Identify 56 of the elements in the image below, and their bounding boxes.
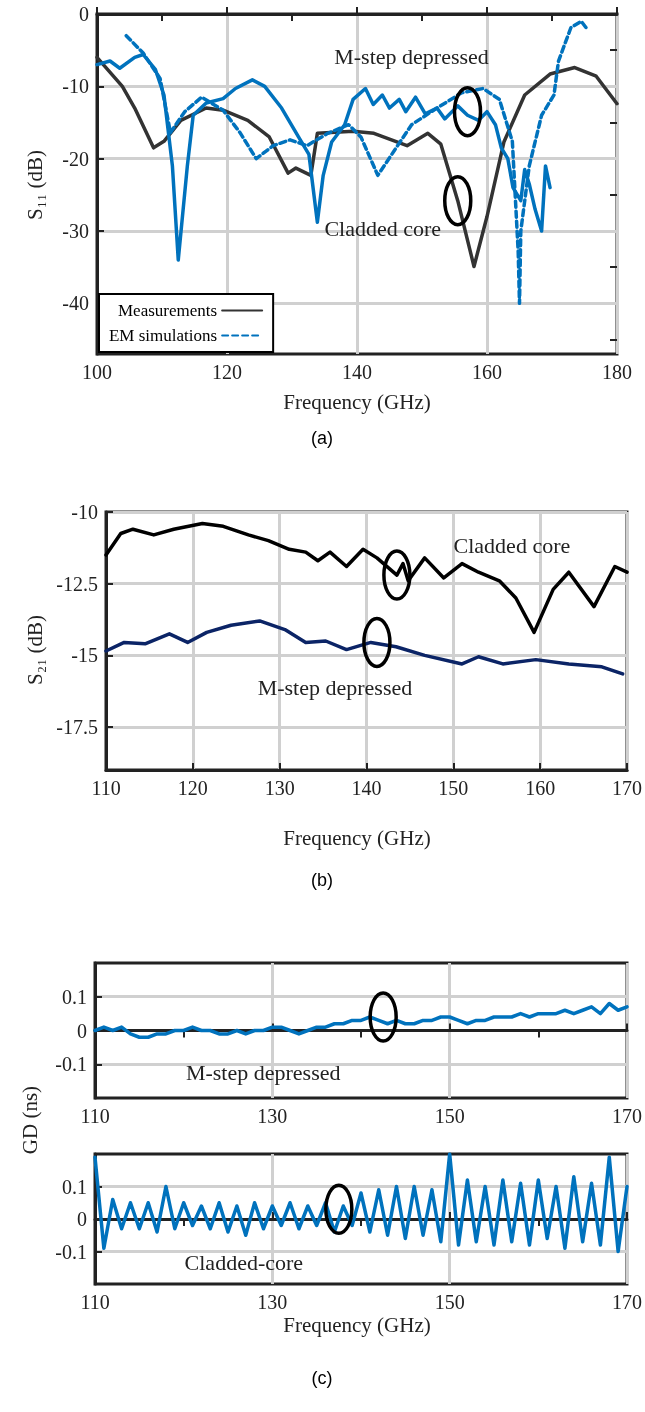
y-tick-label: -40 — [62, 292, 89, 315]
y-tick-label: 0.1 — [62, 1175, 87, 1198]
y-tick-label: -0.1 — [55, 1240, 87, 1263]
line-series — [93, 1152, 629, 1254]
y-tick-label: -10 — [62, 75, 89, 98]
y-tick-label: -15 — [71, 644, 98, 667]
x-tick-label: 160 — [525, 777, 556, 799]
legend-label: EM simulations — [108, 326, 218, 345]
y-tick-label: 0 — [77, 1019, 87, 1042]
x-tick-label: 150 — [438, 777, 469, 799]
x-tick-label: 110 — [80, 1291, 110, 1313]
x-tick-label: 140 — [342, 361, 372, 383]
x-tick-label: 110 — [80, 1105, 110, 1127]
line-series — [104, 619, 625, 676]
annotation: M-step depressed — [334, 44, 489, 70]
x-tick-label: 170 — [612, 1105, 642, 1127]
x-axis-title: Frequency (GHz) — [283, 390, 431, 414]
annotation: Cladded-core — [184, 1249, 304, 1275]
line-series — [93, 1001, 629, 1039]
y-tick-label: 0 — [77, 1208, 87, 1230]
y-tick-label: -10 — [71, 501, 98, 523]
x-tick-label: 130 — [257, 1105, 288, 1127]
y-axis-title: S₂₁ (dB) — [23, 614, 47, 686]
x-tick-label: 100 — [82, 361, 112, 383]
y-axis-title: S₁₁ (dB) — [23, 149, 47, 221]
x-tick-label: 160 — [472, 361, 502, 383]
text: (b) — [311, 870, 333, 890]
y-tick-label: -20 — [62, 147, 89, 170]
annotation: M-step depressed — [257, 674, 413, 700]
x-tick-label: 150 — [434, 1105, 465, 1127]
x-tick-label: 180 — [602, 361, 632, 383]
y-axis-title: GD (ns) — [18, 1085, 42, 1155]
line-series — [104, 521, 629, 635]
y-tick-label: -17.5 — [56, 716, 98, 738]
text: (c) — [311, 1368, 333, 1388]
y-tick-label: -12.5 — [56, 572, 98, 595]
y-tick-label: 0.1 — [62, 985, 87, 1008]
text: (a) — [311, 428, 333, 448]
x-tick-label: 120 — [177, 777, 208, 799]
x-tick-label: 110 — [91, 777, 121, 799]
y-tick-label: 0 — [79, 3, 89, 25]
y-tick-label: -30 — [62, 220, 89, 243]
x-tick-label: 130 — [257, 1291, 288, 1313]
annotation: M-step depressed — [185, 1059, 341, 1085]
x-tick-label: 150 — [434, 1291, 465, 1313]
x-tick-label: 140 — [351, 777, 382, 799]
x-axis-title: Frequency (GHz) — [283, 1313, 431, 1337]
x-tick-label: 130 — [264, 777, 295, 799]
x-tick-label: 170 — [612, 1291, 642, 1313]
annotation: Cladded core — [453, 532, 571, 558]
y-tick-label: -0.1 — [55, 1053, 87, 1076]
x-axis-title: Frequency (GHz) — [283, 826, 431, 850]
annotation: Cladded core — [324, 216, 442, 242]
x-tick-label: 170 — [612, 777, 642, 799]
x-tick-label: 120 — [212, 361, 242, 383]
legend-label: Measurements — [118, 301, 218, 320]
